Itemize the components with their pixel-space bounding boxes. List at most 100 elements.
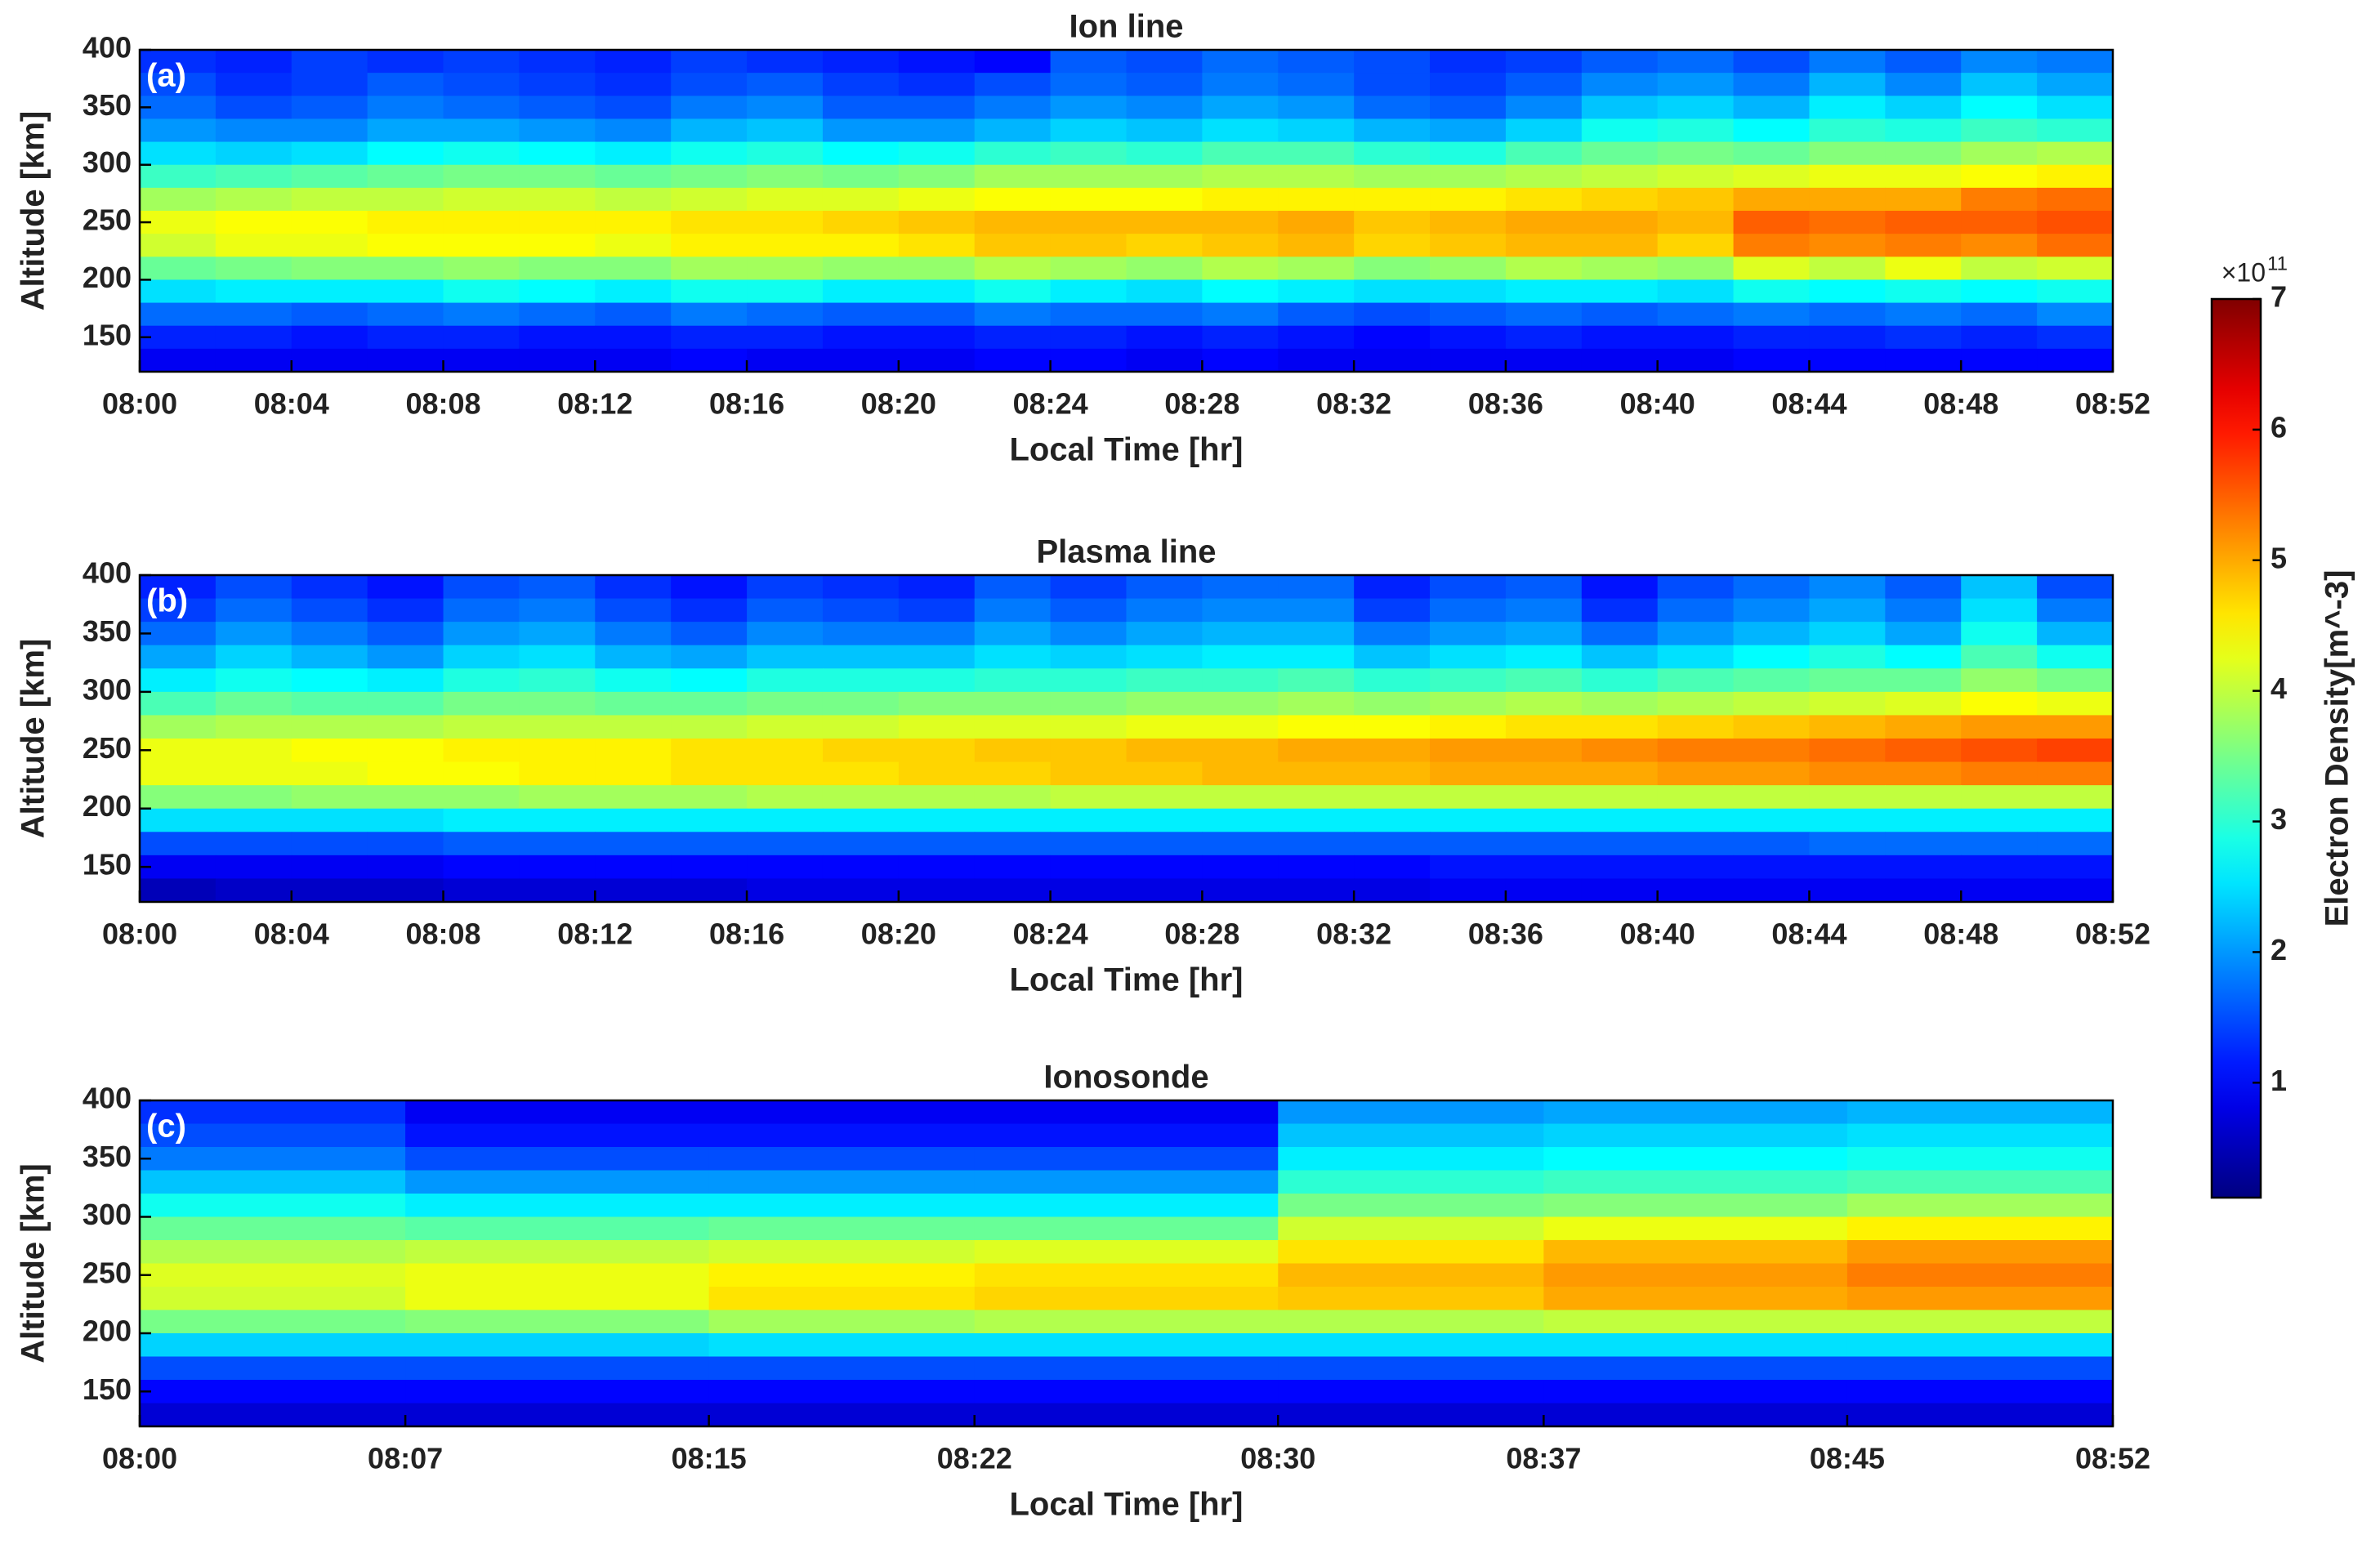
heat-cell — [747, 348, 824, 373]
heat-cell — [1961, 50, 2038, 74]
heat-cell — [671, 118, 748, 143]
heat-cell — [1733, 645, 1811, 669]
heat-cell — [747, 622, 824, 646]
heat-cell — [671, 50, 748, 74]
heat-cell — [974, 645, 1052, 669]
heat-cell — [1543, 1380, 1848, 1404]
heat-cell — [1202, 279, 1279, 304]
heat-cell — [1846, 1100, 2114, 1125]
heat-cell — [1885, 96, 1962, 120]
heat-cell — [1278, 1170, 1544, 1194]
heat-cell — [215, 832, 292, 856]
heat-cell — [1809, 73, 1886, 96]
heat-cell — [1278, 141, 1355, 166]
heat-cell — [898, 878, 976, 903]
heat-cell — [2037, 279, 2114, 304]
heat-cell — [2037, 211, 2114, 234]
heat-cell — [1050, 598, 1127, 623]
heat-cell — [405, 1403, 710, 1427]
heat-cell — [1581, 50, 1659, 74]
heat-cell — [1657, 761, 1735, 786]
heat-cell — [1505, 761, 1583, 786]
heat-cell — [1354, 785, 1431, 810]
heat-cell — [1846, 1403, 2114, 1427]
colorbar-tick-label: 2 — [2271, 933, 2287, 966]
heat-cell — [708, 1123, 976, 1148]
heat-cell — [1354, 96, 1431, 120]
heat-cell — [1430, 187, 1507, 212]
heat-cell — [1657, 622, 1735, 646]
heat-cell — [1354, 325, 1431, 350]
heat-cell — [215, 73, 292, 96]
y-tick-label: 200 — [83, 1314, 132, 1348]
heat-cell — [974, 141, 1052, 166]
heat-cell — [367, 73, 444, 96]
heat-cell — [1354, 878, 1431, 903]
heat-cell — [1430, 739, 1507, 763]
heat-cell — [747, 691, 824, 716]
heat-cell — [519, 302, 596, 327]
heat-cell — [595, 832, 672, 856]
heat-cell — [1202, 761, 1279, 786]
heat-cell — [291, 325, 368, 350]
heat-cell — [140, 50, 217, 74]
heat-cell — [1430, 234, 1507, 257]
heat-cell — [367, 575, 444, 600]
heat-cell — [1581, 279, 1659, 304]
heat-cell — [1961, 325, 2038, 350]
heat-cell — [1126, 164, 1203, 189]
heat-cell — [1846, 1287, 2114, 1311]
x-tick-label: 08:32 — [1316, 387, 1391, 421]
heat-cell — [519, 761, 596, 786]
heat-cell — [1505, 598, 1583, 623]
heat-cell — [519, 141, 596, 166]
heat-cell — [140, 1170, 406, 1194]
heat-cell — [1733, 164, 1811, 189]
heat-cell — [1961, 257, 2038, 281]
heat-cell — [1126, 118, 1203, 143]
heat-cell — [747, 141, 824, 166]
heat-cell — [595, 302, 672, 327]
heat-cell — [1505, 118, 1583, 143]
y-tick-label: 200 — [83, 261, 132, 294]
heat-cell — [140, 1263, 406, 1288]
heat-cell — [140, 164, 217, 189]
heat-cell — [1733, 279, 1811, 304]
heat-cell — [1505, 234, 1583, 257]
heat-cell — [1430, 118, 1507, 143]
heat-cell — [1278, 164, 1355, 189]
heat-cell — [974, 164, 1052, 189]
heat-cell — [1278, 1263, 1544, 1288]
heat-cell — [443, 832, 520, 856]
heat-cell — [595, 234, 672, 257]
x-tick-label: 08:40 — [1620, 917, 1695, 951]
heat-cell — [1505, 141, 1583, 166]
heat-cell — [1885, 164, 1962, 189]
heat-cell — [671, 234, 748, 257]
heat-cell — [443, 739, 520, 763]
heat-cell — [1581, 832, 1659, 856]
heat-cell — [1846, 1240, 2114, 1265]
heat-cell — [1126, 832, 1203, 856]
heat-cell — [1657, 645, 1735, 669]
heat-cell — [140, 1333, 406, 1358]
heat-cell — [1657, 739, 1735, 763]
heat-cell — [747, 855, 824, 880]
heat-cell — [1505, 348, 1583, 373]
x-tick-label: 08:37 — [1506, 1442, 1581, 1475]
heat-cell — [1543, 1123, 1848, 1148]
heat-cell — [974, 761, 1052, 786]
heat-cell — [1961, 575, 2038, 600]
heat-cell — [1278, 96, 1355, 120]
heat-cell — [1202, 50, 1279, 74]
heat-cell — [1543, 1100, 1848, 1125]
heat-cell — [822, 164, 900, 189]
heat-cell — [1430, 808, 1507, 832]
heat-cell — [1202, 855, 1279, 880]
heat-cell — [1733, 141, 1811, 166]
x-tick-label: 08:30 — [1240, 1442, 1315, 1475]
heat-cell — [367, 808, 444, 832]
heat-cell — [1885, 257, 1962, 281]
heat-cell — [1430, 598, 1507, 623]
x-tick-label: 08:52 — [2075, 917, 2150, 951]
